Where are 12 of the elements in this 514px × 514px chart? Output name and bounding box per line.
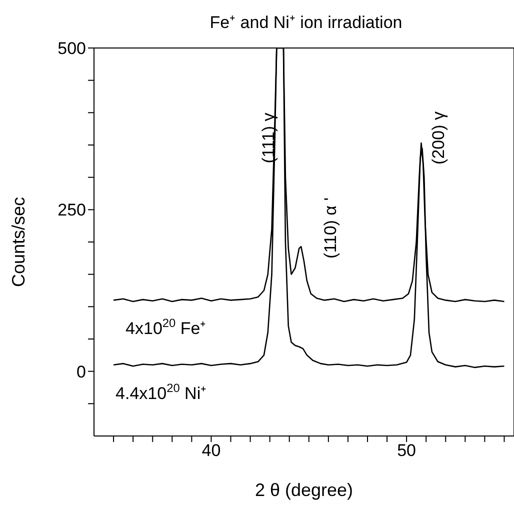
chart-title: Fe⁺ and Ni⁺ ion irradiation <box>208 12 404 34</box>
y-tick-label: 0 <box>76 362 86 382</box>
series-label: 4x10$^{20}$ Fe⁺ <box>126 316 206 338</box>
series-label: 4.4x10$^{20}$ Ni⁺ <box>116 380 207 403</box>
y-axis-title: Counts/sec <box>8 196 28 288</box>
annotation: (200) γ <box>429 111 448 164</box>
y-tick-label: 500 <box>58 39 86 58</box>
x-tick-label: 40 <box>202 441 221 460</box>
x-axis-title: 2 θ (degree) <box>254 480 354 500</box>
annotation: (110) α ' <box>321 198 340 258</box>
x-tick-label: 50 <box>397 441 416 460</box>
y-tick-label: 250 <box>58 200 86 220</box>
